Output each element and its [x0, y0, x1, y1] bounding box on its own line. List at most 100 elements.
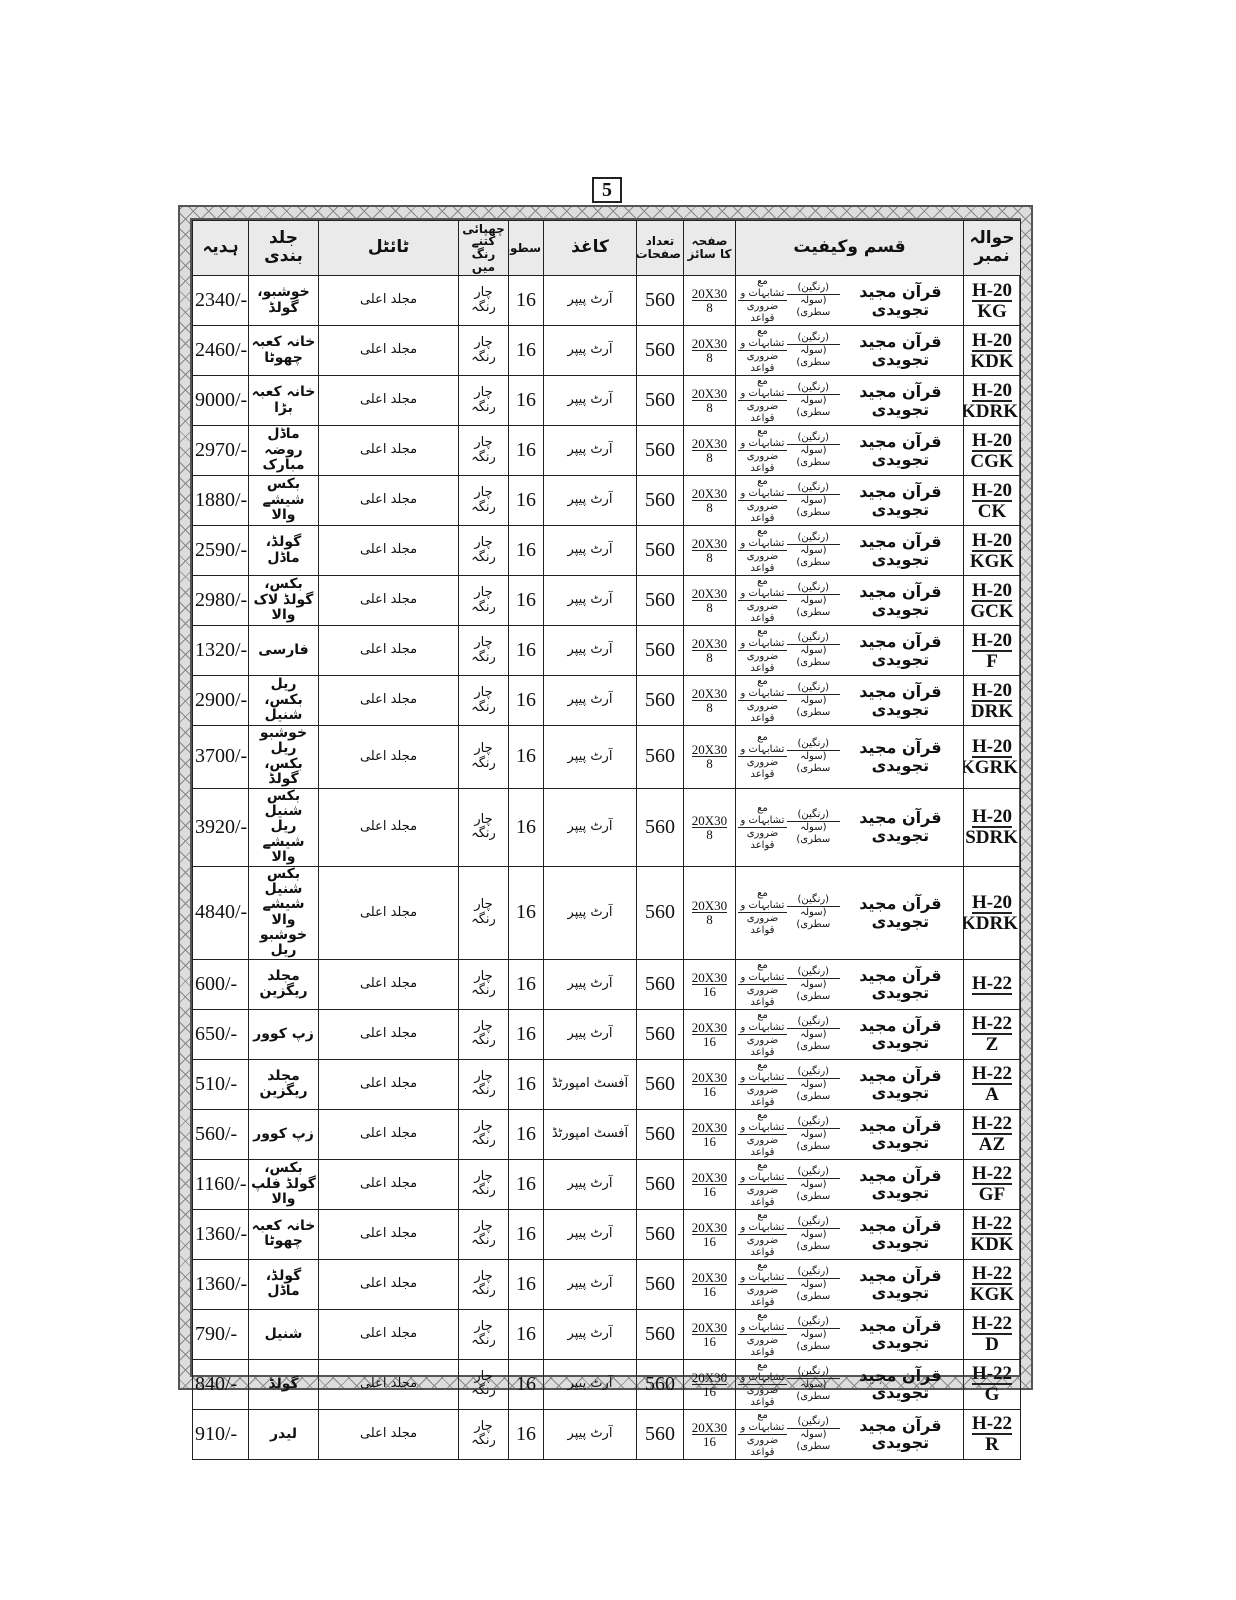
pages-cell: 560: [636, 1258, 684, 1310]
title-cell: مجلد اعلی: [318, 958, 459, 1010]
ref-cell: H-22: [963, 958, 1021, 1010]
description-cell: قرآن مجید تجویدی (رنگین) (سولہ سطری) مع ت…: [735, 1058, 964, 1110]
pages-cell: 560: [636, 958, 684, 1010]
lines-cell: 16: [508, 958, 544, 1010]
ref-code: H-22: [971, 1363, 1013, 1386]
title-cell: مجلد اعلی: [318, 525, 459, 576]
ref-suffix: KGK: [969, 550, 1015, 572]
ref-suffix: F: [986, 650, 998, 672]
desc-rules: ضروری قواعد: [746, 1434, 779, 1458]
size-bottom: 16: [703, 1433, 716, 1449]
pages-cell: 560: [636, 625, 684, 676]
paper-cell: آرٹ پیپر: [543, 787, 637, 867]
desc-16-line: (سولہ سطری): [796, 1378, 831, 1402]
desc-rules: ضروری قواعد: [746, 757, 779, 781]
lines-cell: 16: [508, 725, 544, 789]
desc-main: قرآن مجید تجویدی: [859, 965, 942, 1003]
ref-cell: H-20SKDRK: [963, 865, 1021, 960]
lines-cell: 16: [508, 1258, 544, 1310]
description-cell: قرآن مجید تجویدی (رنگین) (سولہ سطری) مع ت…: [735, 275, 964, 326]
desc-colored: (رنگین): [786, 1166, 840, 1179]
pages-cell: 560: [636, 375, 684, 426]
desc-with-similar: مع تشابہات و: [738, 1160, 787, 1185]
desc-with-similar: مع تشابہات و: [738, 527, 787, 551]
desc-main: قرآن مجید تجویدی: [859, 631, 942, 669]
description-cell: قرآن مجید تجویدی (رنگین) (سولہ سطری) مع ت…: [735, 865, 964, 960]
size-top: 20X30: [691, 898, 728, 914]
pages-cell: 560: [636, 1208, 684, 1260]
size-top: 20X30: [691, 1019, 728, 1035]
ref-cell: H-20 SDRK: [963, 787, 1021, 867]
ref-code: H-22: [971, 1163, 1013, 1186]
pages-cell: 560: [636, 325, 684, 376]
pages-cell: 560: [636, 1058, 684, 1110]
colors-cell: چار رنگہ: [458, 1008, 509, 1060]
size-bottom: 8: [706, 700, 713, 715]
size-cell: 20X30 8: [683, 525, 736, 576]
size-cell: 20X30 16: [683, 1208, 736, 1260]
desc-rules: ضروری قواعد: [746, 351, 779, 374]
table-row: H-20 KG قرآن مجید تجویدی (رنگین) (سولہ سطر…: [192, 275, 1021, 326]
colors-cell: چار رنگہ: [458, 575, 509, 626]
desc-16-line: (سولہ سطری): [796, 645, 831, 668]
description-cell: قرآن مجید تجویدی (رنگین) (سولہ سطری) مع ت…: [735, 375, 964, 426]
desc-colored: (رنگین): [786, 809, 840, 822]
colors-cell: چار رنگہ: [458, 1258, 509, 1310]
lines-cell: 16: [508, 1108, 544, 1160]
size-bottom: 16: [703, 1383, 716, 1399]
size-cell: 20X30 16: [683, 1408, 736, 1460]
paper-cell: آفسٹ امپورٹڈ: [543, 1058, 637, 1110]
ref-code: H-22: [971, 1113, 1013, 1136]
price-cell: 1160/-: [192, 1158, 249, 1210]
table-row: H-20SKDRK قرآن مجید تجویدی (رنگین)(سولہ …: [192, 865, 1021, 960]
binding-cell: ریل بکس، شنیل: [248, 675, 319, 726]
price-cell: 2900/-: [192, 675, 249, 726]
pages-cell: 560: [636, 1158, 684, 1210]
size-bottom: 16: [703, 1283, 716, 1299]
colors-cell: چار رنگہ: [458, 275, 509, 326]
desc-16-line: (سولہ سطری): [796, 1128, 831, 1152]
lines-cell: 16: [508, 375, 544, 426]
paper-cell: آرٹ پیپر: [543, 1358, 637, 1410]
desc-main: قرآن مجید تجویدی: [859, 581, 942, 619]
binding-cell: ماڈل روضہ مبارک: [248, 425, 319, 476]
price-cell: 910/-: [192, 1408, 249, 1460]
price-cell: 2340/-: [192, 275, 249, 326]
price-cell: 600/-: [192, 958, 249, 1010]
size-cell: 20X30 8: [683, 865, 736, 960]
size-top: 20X30: [691, 636, 728, 651]
size-bottom: 8: [706, 650, 713, 665]
size-cell: 20X30 16: [683, 958, 736, 1010]
header-lines: سطور: [508, 220, 544, 276]
desc-with-similar: مع تشابہات و: [738, 377, 787, 401]
size-bottom: 8: [706, 450, 713, 465]
binding-cell: خانہ کعبہ بڑا: [248, 375, 319, 426]
desc-with-similar: مع تشابہات و: [738, 1360, 787, 1385]
title-cell: مجلد اعلی: [318, 375, 459, 426]
table-row: H-20 KGRK قرآن مجید تجویدی (رنگین) (سولہ س…: [192, 725, 1021, 789]
description-cell: قرآن مجید تجویدی (رنگین) (سولہ سطری) مع ت…: [735, 787, 964, 867]
ref-suffix: D: [985, 1334, 999, 1356]
desc-main: قرآن مجید تجویدی: [859, 1265, 942, 1303]
colors-cell: چار رنگہ: [458, 725, 509, 789]
desc-with-similar: مع تشابہات و: [738, 1210, 787, 1235]
size-bottom: 8: [706, 350, 713, 365]
ref-suffix: KDK: [970, 1234, 1014, 1256]
ref-suffix: KGK: [969, 1284, 1015, 1306]
paper-cell: آرٹ پیپر: [543, 865, 637, 960]
binding-cell: زپ کوور: [248, 1108, 319, 1160]
size-cell: 20X30 16: [683, 1258, 736, 1310]
size-bottom: 8: [706, 400, 713, 415]
desc-16-line: (سولہ سطری): [796, 445, 831, 468]
paper-cell: آرٹ پیپر: [543, 1208, 637, 1260]
ref-cell: H-20 KDRK: [963, 375, 1021, 426]
paper-cell: آرٹ پیپر: [543, 525, 637, 576]
desc-colored: (رنگین): [786, 1416, 840, 1429]
colors-cell: چار رنگہ: [458, 525, 509, 576]
binding-cell: بکس شنیل ریل شیشے والا: [248, 787, 319, 867]
paper-cell: آرٹ پیپر: [543, 425, 637, 476]
ref-suffix: SDRK: [965, 827, 1018, 849]
desc-with-similar: مع تشابہات و: [738, 960, 787, 985]
paper-cell: آرٹ پیپر: [543, 625, 637, 676]
ref-cell: H-22 D: [963, 1308, 1021, 1360]
